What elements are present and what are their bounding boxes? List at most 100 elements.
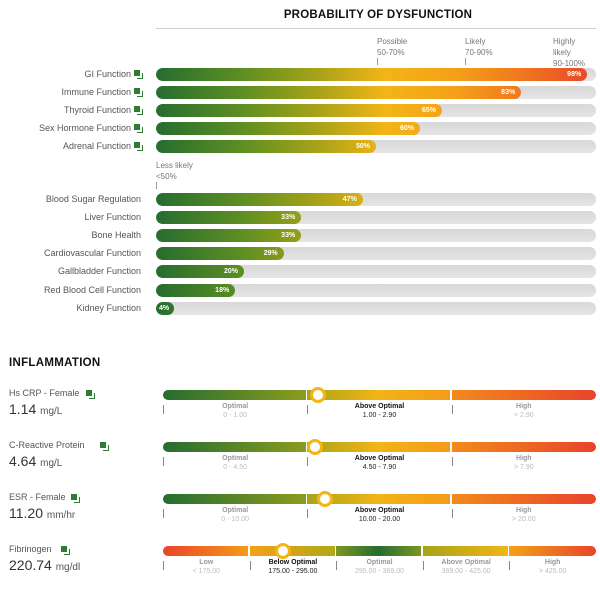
segment-name: High bbox=[516, 455, 532, 462]
bar-fill bbox=[156, 211, 302, 225]
segment-range: > 7.90 bbox=[513, 464, 534, 471]
range-segment bbox=[307, 390, 451, 400]
document-icon[interactable] bbox=[61, 546, 70, 555]
segment-range: 295.00 - 369.00 bbox=[354, 568, 404, 575]
zone-label-line: Highly bbox=[553, 37, 576, 46]
document-icon[interactable] bbox=[134, 106, 143, 116]
zone-label: Likely 70-90% bbox=[465, 36, 493, 58]
segment-tick bbox=[422, 561, 424, 570]
segment-name: High bbox=[544, 559, 561, 566]
range-segment bbox=[163, 546, 249, 556]
bar-fill bbox=[156, 247, 284, 261]
zone-tick bbox=[156, 182, 157, 189]
segment-range: 0 - 1.00 bbox=[223, 412, 248, 419]
marker-value: 220.74 mg/dl bbox=[9, 557, 80, 573]
marker-number: 4.64 bbox=[9, 453, 41, 469]
bar-fill bbox=[156, 301, 174, 315]
segment-name: High bbox=[516, 403, 532, 410]
marker-value: 1.14 mg/L bbox=[9, 401, 62, 417]
range-segment bbox=[163, 442, 306, 452]
segment-name: Below Optimal bbox=[268, 559, 318, 566]
bar-fill bbox=[156, 265, 244, 279]
zone-label: Highly likely 90-100% bbox=[553, 36, 585, 69]
bar-track: 65% bbox=[156, 104, 596, 118]
segment-range: > 2.90 bbox=[513, 412, 534, 419]
marker-number: 11.20 bbox=[9, 505, 47, 521]
bar-value-label: 60% bbox=[399, 125, 414, 133]
segment-tick bbox=[163, 457, 164, 466]
segment-name: Optimal bbox=[366, 559, 393, 566]
document-icon[interactable] bbox=[134, 88, 143, 98]
bar-value-label: 50% bbox=[355, 143, 370, 151]
marker-unit: mm/hr bbox=[46, 510, 76, 521]
segment-tick bbox=[509, 561, 511, 570]
row-label: Cardiovascular Function bbox=[43, 248, 141, 259]
zone-label: Possible 50-70% bbox=[377, 36, 407, 58]
bar-track: 33% bbox=[156, 229, 596, 243]
bar-fill bbox=[156, 68, 588, 81]
segment-range: 4.50 - 7.90 bbox=[362, 464, 397, 471]
zone-tick bbox=[377, 58, 378, 65]
row-label: Bone Health bbox=[91, 230, 141, 241]
row-label: Liver Function bbox=[84, 212, 141, 223]
range-bar: Optimal 0 - 4.50 Above Optimal 4.50 - 7.90 H… bbox=[163, 439, 596, 471]
marker-name: Hs CRP - Female bbox=[9, 388, 80, 398]
segment-name: Above Optimal bbox=[354, 507, 405, 514]
marker-number: 1.14 bbox=[9, 401, 41, 417]
bar-fill bbox=[156, 229, 302, 243]
document-icon[interactable] bbox=[85, 390, 95, 399]
segment-range: 0 - 10.00 bbox=[221, 516, 249, 523]
range-segment bbox=[307, 442, 451, 452]
bar-fill bbox=[156, 140, 376, 154]
row-label: Kidney Function bbox=[76, 302, 141, 313]
bar-track: 50% bbox=[156, 140, 596, 154]
value-marker-knob[interactable] bbox=[274, 543, 291, 559]
value-marker-knob[interactable] bbox=[309, 387, 326, 403]
document-icon[interactable] bbox=[100, 442, 110, 451]
segment-tick bbox=[249, 561, 251, 570]
value-marker-knob[interactable] bbox=[306, 439, 323, 455]
range-segment bbox=[163, 494, 306, 504]
bar-track: 18% bbox=[156, 283, 596, 297]
document-icon[interactable] bbox=[134, 70, 143, 79]
bar-fill bbox=[156, 86, 522, 100]
document-icon[interactable] bbox=[134, 124, 143, 134]
segment-range: > 425.00 bbox=[538, 568, 567, 575]
bar-fill bbox=[156, 193, 363, 206]
segment-tick bbox=[307, 457, 309, 466]
marker-unit: mg/dl bbox=[55, 562, 81, 573]
marker-number: 220.74 bbox=[9, 557, 56, 573]
row-label: GI Function bbox=[84, 69, 131, 79]
zone-tick bbox=[465, 58, 466, 65]
document-icon[interactable] bbox=[70, 494, 80, 503]
zone-label-line: likely bbox=[553, 48, 571, 57]
segment-tick bbox=[451, 509, 453, 518]
bar-value-label: 98% bbox=[567, 71, 582, 78]
range-segment bbox=[451, 494, 596, 504]
zone-label-line: 70-90% bbox=[465, 48, 493, 57]
zone-label-line: Less likely bbox=[156, 161, 193, 170]
value-marker-knob[interactable] bbox=[316, 491, 333, 507]
bar-value-label: 33% bbox=[281, 232, 296, 240]
bar-value-label: 83% bbox=[501, 89, 516, 97]
segment-name: Optimal bbox=[222, 455, 249, 462]
row-label: Thyroid Function bbox=[63, 105, 131, 116]
segment-tick bbox=[336, 561, 338, 570]
document-icon[interactable] bbox=[134, 142, 143, 152]
segment-name: Above Optimal bbox=[354, 403, 405, 410]
bar-track: 60% bbox=[156, 122, 596, 136]
title-divider bbox=[156, 28, 596, 29]
zone-label-line: Possible bbox=[377, 37, 408, 46]
range-segment bbox=[336, 546, 422, 556]
segment-tick bbox=[163, 509, 164, 518]
segment-tick bbox=[163, 405, 164, 414]
segment-range: 369.00 - 425.00 bbox=[441, 568, 491, 575]
bar-fill bbox=[156, 283, 236, 297]
zone-label-line: Likely bbox=[465, 37, 486, 46]
marker-unit: mg/L bbox=[40, 458, 63, 469]
zone-label-line: 90-100% bbox=[553, 59, 586, 68]
bar-value-label: 20% bbox=[223, 268, 238, 276]
segment-name: Above Optimal bbox=[441, 559, 491, 566]
bar-track: 4% bbox=[156, 301, 596, 315]
range-bar: Optimal 0 - 10.00 Above Optimal 10.00 - 20.… bbox=[163, 491, 596, 523]
